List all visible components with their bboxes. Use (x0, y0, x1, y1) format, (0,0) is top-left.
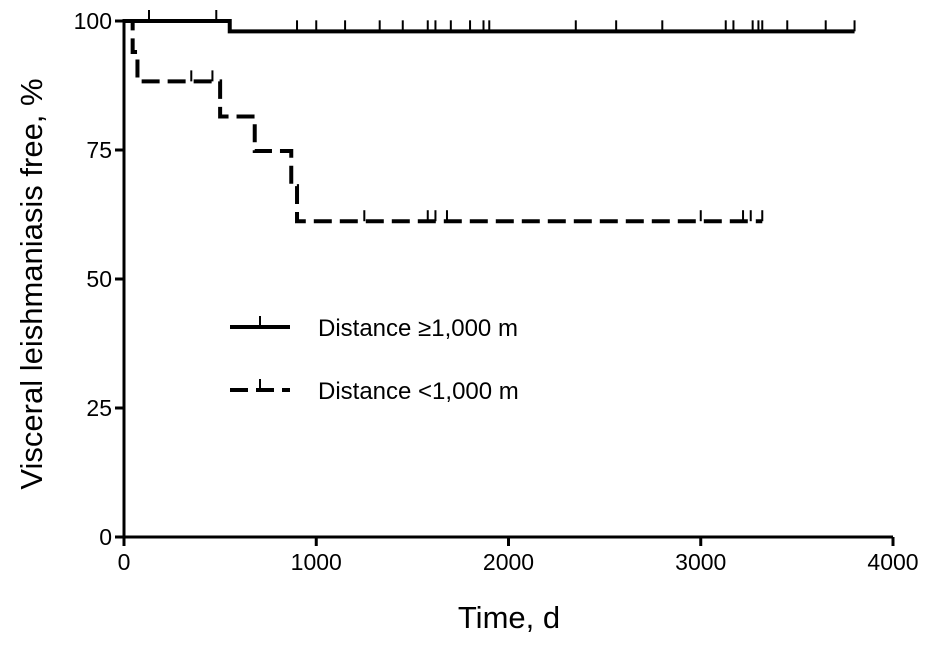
y-axis-title: Visceral leishmaniasis free, % (14, 78, 49, 489)
y-tick-label: 0 (99, 524, 112, 550)
legend-label: Distance <1,000 m (318, 378, 519, 405)
legend: Distance ≥1,000 m Distance <1,000 m (230, 315, 519, 405)
x-tick-label: 0 (118, 549, 131, 575)
series-line (124, 19, 763, 224)
x-axis-title: Time, d (458, 600, 560, 635)
series-1 (124, 10, 856, 34)
y-tick-label: 100 (74, 8, 112, 34)
x-tick-label: 1000 (291, 549, 342, 575)
x-tick-label: 2000 (483, 549, 534, 575)
x-tick-label: 4000 (867, 549, 918, 575)
y-tick-label: 75 (86, 137, 112, 163)
x-tick-label: 3000 (675, 549, 726, 575)
series-line (124, 19, 855, 34)
series-2 (124, 19, 764, 224)
legend-label: Distance ≥1,000 m (318, 315, 518, 342)
y-tick-label: 25 (86, 395, 112, 421)
series-layer (124, 10, 856, 224)
y-tick-label: 50 (86, 266, 112, 292)
